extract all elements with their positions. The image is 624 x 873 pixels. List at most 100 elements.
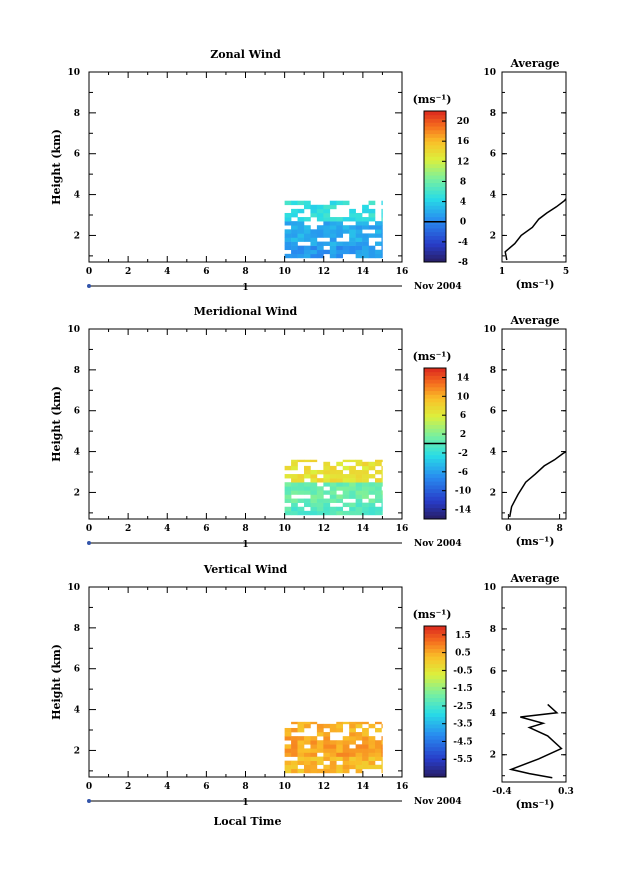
heatmap-cell (349, 756, 356, 761)
heatmap-cell (349, 723, 356, 729)
colorbar-segment (424, 175, 446, 180)
heatmap-cell (355, 225, 363, 230)
heatmap-cell (297, 744, 305, 749)
colorbar-tick-label: 20 (457, 117, 470, 127)
heatmap-cell (316, 756, 324, 761)
heatmap-cell (316, 494, 324, 499)
y-tick-label: 6 (74, 665, 80, 675)
heatmap-cell (381, 245, 383, 251)
heatmap-cell (349, 465, 356, 471)
heatmap-cell (284, 510, 292, 516)
heatmap-cell (310, 486, 318, 491)
heatmap-cell (291, 498, 298, 503)
heatmap-cell (362, 760, 369, 766)
day-axis-marker (87, 799, 91, 803)
heatmap-cell (381, 200, 383, 206)
colorbar-segment (424, 254, 446, 259)
heatmap-cell (349, 469, 356, 475)
heatmap-cell (355, 490, 363, 495)
colorbar-tick-label: -5.5 (453, 755, 472, 765)
heatmap-cell (368, 752, 376, 757)
average-y-tick-label: 10 (483, 583, 496, 593)
colorbar-segment (424, 126, 446, 131)
heatmap-cell (329, 744, 337, 749)
heatmap-cell (368, 490, 376, 495)
heatmap-cell (375, 764, 382, 770)
heatmap-cell (303, 756, 311, 761)
average-title: Average (509, 57, 559, 70)
heatmap-cell (368, 465, 376, 471)
heatmap-cell (362, 482, 369, 487)
colorbar-segment (424, 224, 446, 229)
heatmap-cell (368, 482, 376, 487)
colorbar-frame (423, 110, 447, 263)
heatmap-cell (303, 229, 311, 234)
average-y-tick-label: 4 (490, 191, 496, 201)
heatmap-cell (310, 498, 318, 503)
heatmap-cell (297, 245, 305, 251)
average-frame (501, 586, 567, 783)
heatmap-cell (323, 229, 331, 234)
heatmap-cell (291, 752, 298, 757)
colorbar-segment (424, 511, 446, 516)
heatmap-cell (291, 748, 298, 753)
colorbar-segment (424, 773, 446, 778)
y-tick-label: 10 (67, 583, 80, 593)
heatmap-cell (362, 204, 369, 210)
day-axis-label: 1 (242, 798, 248, 808)
heatmap-cell (381, 465, 383, 471)
heatmap-cell (336, 744, 344, 749)
x-tick-label: 8 (242, 782, 248, 792)
colorbar-segment (424, 739, 446, 744)
colorbar-segment (424, 675, 446, 680)
heatmap-cell (362, 208, 369, 214)
heatmap-cell (316, 212, 324, 218)
colorbar-tick-label: 14 (457, 373, 470, 383)
heatmap-cell (336, 241, 344, 246)
heatmap-cell (284, 482, 292, 487)
heatmap-cell (310, 721, 318, 725)
heatmap-cell (336, 727, 344, 733)
heatmap-cell (316, 768, 324, 774)
x-tick-label: 4 (164, 267, 170, 277)
colorbar-tick-label: -4.5 (453, 737, 472, 747)
heatmap-cell (349, 241, 356, 246)
colorbar-segment (424, 667, 446, 672)
heatmap-cell (355, 474, 363, 479)
heatmap-cell (284, 764, 292, 770)
heatmap-cell (368, 225, 376, 230)
heatmap-cell (303, 233, 311, 238)
colorbar-segment (424, 693, 446, 699)
heatmap-cell (362, 474, 369, 479)
colorbar-unit: (ms⁻¹) (413, 608, 452, 621)
colorbar-segment (424, 701, 446, 706)
y-axis-label: Height (km) (50, 386, 63, 462)
heatmap-cell (291, 237, 298, 242)
x-tick-label: 6 (203, 267, 209, 277)
average-title: Average (509, 572, 559, 585)
heatmap-cell (342, 748, 350, 753)
heatmap-cell (375, 249, 382, 255)
heatmap-cell (381, 482, 383, 487)
average-y-tick-label: 8 (490, 109, 496, 119)
heatmap-cell (362, 478, 369, 483)
heatmap-cell (303, 498, 311, 503)
heatmap-cell (284, 760, 292, 766)
heatmap-cell (381, 723, 383, 729)
heatmap-cells (284, 459, 383, 516)
heatmap-cell (297, 233, 305, 238)
heatmap-cell (342, 200, 350, 206)
colorbar-segment (424, 118, 446, 123)
heatmap-cell (303, 245, 311, 251)
heatmap-cell (375, 482, 382, 487)
x-tick-label: 0 (86, 267, 92, 277)
heatmap-cell (368, 233, 376, 238)
heatmap-cell (355, 752, 363, 757)
x-tick-label: 12 (317, 524, 330, 534)
heatmap-cell (316, 486, 324, 491)
colorbar-segment (424, 379, 446, 384)
heatmap-cell (355, 721, 363, 725)
heatmap-cell (303, 490, 311, 495)
heatmap-cell (381, 212, 383, 218)
colorbar-segment (424, 496, 446, 501)
